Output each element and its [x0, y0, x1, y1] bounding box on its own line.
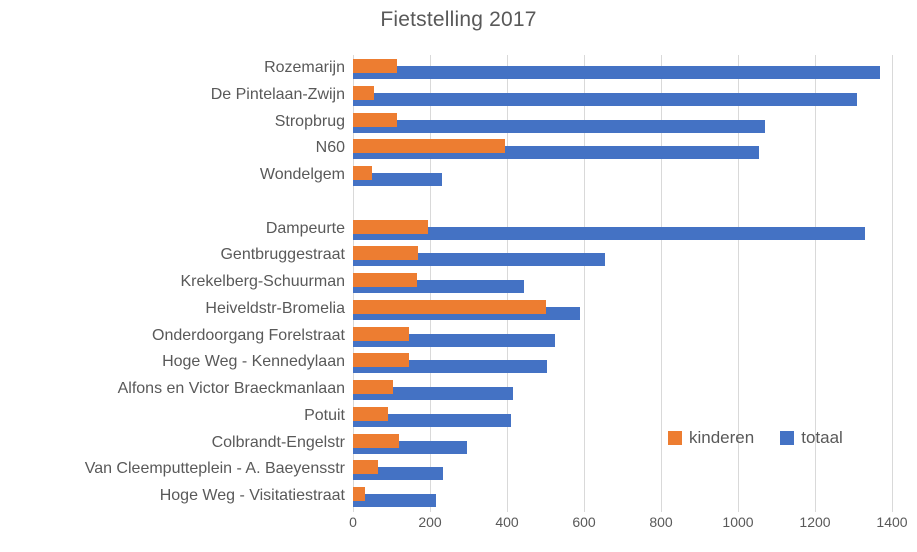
plot-area	[353, 55, 893, 512]
legend-label-totaal: totaal	[801, 428, 843, 447]
gridline	[661, 55, 662, 512]
category-label: Stropbrug	[274, 113, 345, 130]
bar-totaal[interactable]	[353, 66, 880, 79]
gridline	[892, 55, 893, 512]
x-axis-tick-label: 1200	[799, 514, 831, 530]
bar-kinderen[interactable]	[353, 353, 409, 367]
bar-totaal[interactable]	[353, 227, 865, 240]
category-label: Wondelgem	[259, 166, 345, 183]
bar-totaal[interactable]	[353, 120, 765, 133]
bar-kinderen[interactable]	[353, 273, 417, 287]
bar-totaal[interactable]	[353, 414, 511, 427]
gridline	[738, 55, 739, 512]
category-label: Rozemarijn	[264, 59, 345, 76]
legend-item-kinderen[interactable]: kinderen	[668, 428, 754, 448]
x-axis-tick-label: 800	[649, 514, 673, 530]
gridline	[815, 55, 816, 512]
x-axis-tick-label: 1400	[876, 514, 908, 530]
bar-kinderen[interactable]	[353, 460, 378, 474]
bar-totaal[interactable]	[353, 494, 436, 507]
category-label: Dampeurte	[265, 220, 345, 237]
legend-label-kinderen: kinderen	[689, 428, 755, 447]
x-axis-tick-label: 400	[495, 514, 519, 530]
bar-kinderen[interactable]	[353, 166, 372, 180]
bar-kinderen[interactable]	[353, 86, 374, 100]
category-label: Onderdoorgang Forelstraat	[152, 327, 345, 344]
category-label: Gentbruggestraat	[220, 246, 345, 263]
bar-totaal[interactable]	[353, 93, 857, 106]
bar-kinderen[interactable]	[353, 327, 409, 341]
category-label: Heiveldstr-Bromelia	[205, 300, 345, 317]
category-label: Krekelberg-Schuurman	[180, 273, 345, 290]
chart-title: Fietstelling 2017	[380, 8, 537, 31]
bar-kinderen[interactable]	[353, 113, 397, 127]
bar-kinderen[interactable]	[353, 434, 399, 448]
bar-kinderen[interactable]	[353, 246, 418, 260]
category-label: De Pintelaan-Zwijn	[210, 86, 345, 103]
legend-swatch-kinderen-icon	[668, 431, 682, 445]
legend-item-totaal[interactable]: totaal	[780, 428, 843, 448]
bar-kinderen[interactable]	[353, 59, 397, 73]
category-label: Colbrandt-Engelstr	[211, 434, 345, 451]
bar-totaal[interactable]	[353, 387, 513, 400]
x-axis-tick-label: 200	[418, 514, 442, 530]
bar-kinderen[interactable]	[353, 380, 393, 394]
bar-kinderen[interactable]	[353, 300, 546, 314]
x-axis-tick-label: 1000	[722, 514, 754, 530]
x-axis-tick-label: 0	[349, 514, 357, 530]
category-label: Hoge Weg - Kennedylaan	[162, 353, 345, 370]
bar-kinderen[interactable]	[353, 487, 365, 501]
category-label: Hoge Weg - Visitatiestraat	[159, 487, 345, 504]
category-label: Potuit	[304, 407, 345, 424]
legend-swatch-totaal-icon	[780, 431, 795, 445]
category-label: N60	[315, 139, 345, 156]
gridline	[584, 55, 585, 512]
bar-kinderen[interactable]	[353, 407, 388, 421]
bar-totaal[interactable]	[353, 173, 442, 186]
bar-kinderen[interactable]	[353, 139, 505, 153]
category-label: Alfons en Victor Braeckmanlaan	[117, 380, 345, 397]
category-label: Van Cleemputteplein - A. Baeyensstr	[84, 460, 345, 477]
bar-kinderen[interactable]	[353, 220, 428, 234]
x-axis-tick-label: 600	[572, 514, 596, 530]
legend: kinderen totaal	[668, 428, 843, 448]
